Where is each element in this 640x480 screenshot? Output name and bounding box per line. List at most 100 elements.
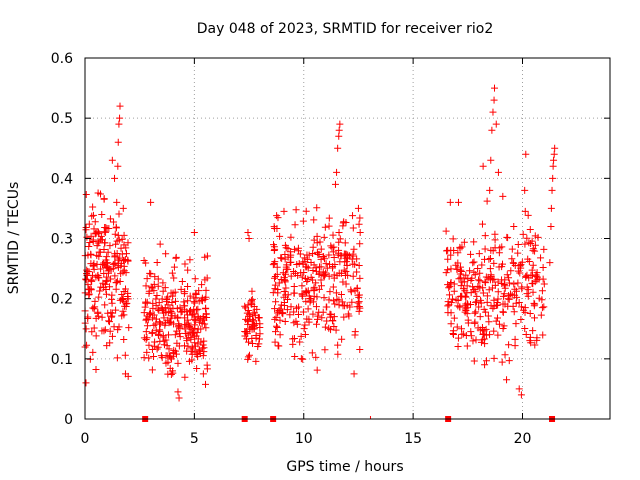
- data-point: [350, 370, 358, 378]
- data-point: [471, 319, 479, 327]
- data-point: [455, 275, 463, 283]
- data-point: [284, 296, 292, 304]
- data-point: [333, 168, 341, 176]
- data-point: [505, 274, 513, 282]
- data-point: [160, 337, 168, 345]
- data-point: [444, 302, 452, 310]
- data-point: [330, 254, 338, 262]
- data-point: [124, 289, 132, 297]
- data-point: [462, 293, 470, 301]
- data-point: [82, 325, 90, 333]
- data-point: [152, 301, 160, 309]
- data-point: [290, 308, 298, 316]
- data-point: [478, 261, 486, 269]
- data-point: [164, 301, 172, 309]
- data-point: [344, 271, 352, 279]
- data-point: [165, 331, 173, 339]
- data-point: [187, 306, 195, 314]
- data-point: [122, 303, 130, 311]
- data-point: [87, 286, 95, 294]
- data-point: [195, 347, 203, 355]
- data-point: [121, 370, 129, 378]
- data-point: [147, 198, 155, 206]
- data-point: [483, 298, 491, 306]
- data-point: [112, 224, 120, 232]
- data-point: [323, 317, 331, 325]
- data-point: [101, 261, 109, 269]
- data-point: [151, 338, 159, 346]
- data-point: [521, 207, 529, 215]
- data-point: [453, 323, 461, 331]
- data-point: [118, 235, 126, 243]
- data-point: [118, 295, 126, 303]
- data-point: [317, 276, 325, 284]
- data-point: [189, 345, 197, 353]
- plot-frame: [84, 57, 611, 420]
- data-point: [100, 246, 108, 254]
- data-point: [474, 282, 482, 290]
- data-point: [97, 265, 105, 273]
- data-point: [510, 259, 518, 267]
- data-point: [191, 339, 199, 347]
- data-point: [86, 239, 94, 247]
- data-point: [248, 287, 256, 295]
- data-point: [498, 243, 506, 251]
- data-point: [271, 273, 279, 281]
- data-point: [512, 299, 520, 307]
- data-point: [276, 316, 284, 324]
- data-point: [103, 277, 111, 285]
- data-point: [516, 262, 524, 270]
- data-point: [200, 344, 208, 352]
- data-point: [478, 220, 486, 228]
- data-point: [309, 310, 317, 318]
- data-point: [549, 174, 557, 182]
- data-point: [275, 342, 283, 350]
- data-point: [176, 304, 184, 312]
- data-point: [328, 264, 336, 272]
- data-point: [525, 274, 533, 282]
- data-point: [319, 308, 327, 316]
- data-point: [85, 242, 93, 250]
- data-point: [488, 126, 496, 134]
- data-point: [449, 330, 457, 338]
- data-point: [526, 337, 534, 345]
- data-point: [480, 327, 488, 335]
- data-point: [101, 326, 109, 334]
- data-point: [505, 292, 513, 300]
- data-point: [339, 222, 347, 230]
- data-point: [461, 287, 469, 295]
- data-point: [175, 394, 183, 402]
- data-point: [504, 234, 512, 242]
- data-point: [529, 327, 537, 335]
- data-point: [469, 259, 477, 267]
- data-point: [312, 279, 320, 287]
- data-point: [491, 84, 498, 92]
- data-point: [246, 312, 254, 320]
- data-point: [355, 220, 363, 228]
- data-point: [331, 180, 339, 188]
- data-point: [146, 269, 154, 277]
- data-point: [142, 335, 150, 343]
- data-point: [105, 224, 113, 232]
- data-point: [516, 269, 524, 277]
- data-point: [269, 261, 277, 269]
- data-point: [256, 320, 264, 328]
- data-point: [472, 308, 480, 316]
- data-point: [532, 271, 540, 279]
- data-point: [150, 352, 158, 360]
- data-point: [443, 247, 451, 255]
- data-point: [547, 204, 555, 212]
- data-point: [510, 308, 518, 316]
- data-point: [463, 342, 471, 350]
- data-point: [176, 323, 184, 331]
- data-point: [335, 238, 343, 246]
- data-point: [119, 307, 127, 315]
- data-point: [444, 266, 452, 274]
- data-point: [447, 251, 455, 259]
- data-point: [446, 282, 454, 290]
- data-point: [477, 296, 485, 304]
- data-point: [530, 314, 538, 322]
- data-point: [290, 283, 298, 291]
- data-point: [176, 333, 184, 341]
- data-point: [271, 338, 279, 346]
